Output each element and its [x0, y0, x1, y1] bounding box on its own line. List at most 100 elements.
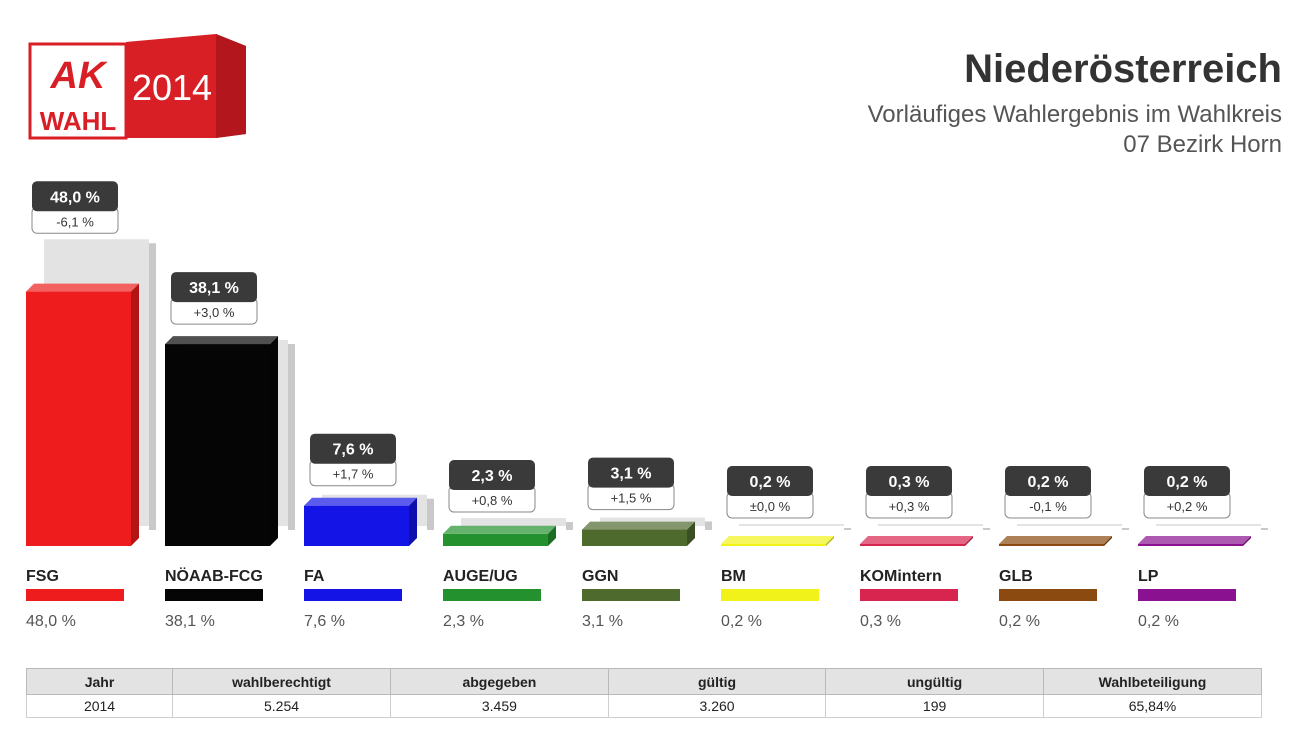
value-label: 0,2 %	[1167, 474, 1208, 491]
party-name: FA	[304, 568, 325, 585]
district-name: 07 Bezirk Horn	[1123, 131, 1282, 158]
bar-side-face	[826, 536, 834, 546]
table-row: 2014 5.254 3.459 3.260 199 65,84%	[25, 694, 1263, 718]
previous-result-bar	[461, 518, 566, 526]
value-label-box	[310, 433, 396, 464]
change-label: +0,3 %	[889, 499, 930, 514]
ak-wahl-2014-logo: AK WAHL 2014	[28, 34, 246, 140]
previous-result-bar	[1017, 524, 1122, 526]
bar-side-face	[687, 521, 695, 546]
table-cell: 3.459	[390, 694, 609, 718]
value-label: 0,3 %	[889, 474, 930, 491]
column-header: abgegeben	[390, 668, 609, 695]
value-label-box	[449, 460, 535, 491]
result-subtitle: Vorläufiges Wahlergebnis im Wahlkreis	[867, 101, 1282, 128]
bar-top-face	[443, 525, 556, 534]
party-name: NÖAAB-FCG	[165, 566, 263, 585]
party-percentage: 48,0 %	[26, 613, 76, 630]
value-label: 0,2 %	[750, 474, 791, 491]
bar-top-face	[582, 521, 695, 530]
column-header: gültig	[607, 668, 827, 695]
value-label-box	[32, 181, 118, 212]
previous-result-bar	[739, 524, 844, 526]
change-label: +3,0 %	[194, 305, 235, 320]
region-title: Niederösterreich	[964, 47, 1282, 91]
bar	[999, 544, 1104, 546]
value-label: 38,1 %	[189, 280, 239, 297]
value-label: 0,2 %	[1028, 474, 1069, 491]
logo-wahl-text: WAHL	[40, 106, 117, 136]
bar	[165, 344, 270, 546]
change-label: -6,1 %	[56, 214, 94, 229]
change-label: +0,2 %	[1167, 499, 1208, 514]
table-cell: 199	[825, 694, 1044, 718]
previous-result-bar	[878, 524, 983, 526]
party-name: KOMintern	[860, 568, 942, 585]
party-percentage: 0,3 %	[860, 613, 901, 630]
bar	[26, 291, 131, 546]
bar	[304, 505, 409, 546]
previous-result-bar-side	[1261, 528, 1268, 530]
bar-top-face	[999, 536, 1112, 544]
bar-top-face	[165, 336, 278, 345]
party-name: AUGE/UG	[443, 568, 518, 585]
change-label: +0,8 %	[472, 493, 513, 508]
party-percentage: 2,3 %	[443, 613, 484, 630]
value-label: 48,0 %	[50, 189, 100, 206]
value-label-box	[1144, 466, 1230, 496]
bar-side-face	[270, 336, 278, 546]
party-percentage: 0,2 %	[999, 613, 1040, 630]
column-header: wahlberechtigt	[172, 668, 392, 695]
party-color-swatch	[999, 589, 1097, 601]
turnout-table: Jahr wahlberechtigt abgegeben gültig ung…	[25, 668, 1263, 718]
party-percentage: 3,1 %	[582, 613, 623, 630]
previous-result-bar	[1156, 524, 1261, 526]
previous-result-bar-side	[288, 343, 295, 530]
bar-side-face	[548, 525, 556, 546]
table-cell: 65,84%	[1042, 694, 1263, 718]
value-label: 7,6 %	[333, 442, 374, 459]
bar-top-face	[1138, 536, 1251, 544]
bar	[860, 544, 965, 546]
bar-side-face	[1243, 536, 1251, 546]
bar-top-face	[860, 536, 973, 544]
value-label-box	[866, 466, 952, 496]
table-cell: 2014	[25, 694, 174, 718]
change-label: ±0,0 %	[750, 499, 791, 514]
party-percentage: 7,6 %	[304, 613, 345, 630]
value-label: 2,3 %	[472, 468, 513, 485]
previous-result-bar-side	[705, 521, 712, 530]
change-label: -0,1 %	[1029, 499, 1067, 514]
bar-side-face	[409, 497, 417, 546]
party-percentage: 0,2 %	[1138, 613, 1179, 630]
bar	[582, 529, 687, 546]
previous-result-bar-side	[844, 528, 851, 530]
party-name: LP	[1138, 568, 1159, 585]
party-name: FSG	[26, 568, 59, 585]
table-cell: 5.254	[172, 694, 392, 718]
party-percentage: 38,1 %	[165, 613, 215, 630]
party-name: BM	[721, 568, 746, 585]
party-color-swatch	[860, 589, 958, 601]
bar-top-face	[304, 497, 417, 506]
value-label-box	[727, 466, 813, 496]
value-label-box	[588, 457, 674, 488]
logo-year-text: 2014	[132, 67, 212, 108]
party-color-swatch	[582, 589, 680, 601]
table-cell: 3.260	[607, 694, 827, 718]
value-label-box	[1005, 466, 1091, 496]
previous-result-bar-side	[566, 522, 573, 530]
bar-top-face	[721, 536, 834, 544]
change-label: +1,5 %	[611, 491, 652, 506]
party-name: GLB	[999, 568, 1033, 585]
party-name: GGN	[582, 568, 618, 585]
previous-result-bar-side	[149, 243, 156, 530]
party-color-swatch	[443, 589, 541, 601]
party-percentage: 0,2 %	[721, 613, 762, 630]
party-color-swatch	[721, 589, 819, 601]
column-header: Wahlbeteiligung	[1042, 668, 1263, 695]
logo-ak-text: AK	[50, 55, 108, 97]
party-color-swatch	[26, 589, 124, 601]
bar	[721, 544, 826, 546]
previous-result-bar-side	[983, 528, 990, 530]
